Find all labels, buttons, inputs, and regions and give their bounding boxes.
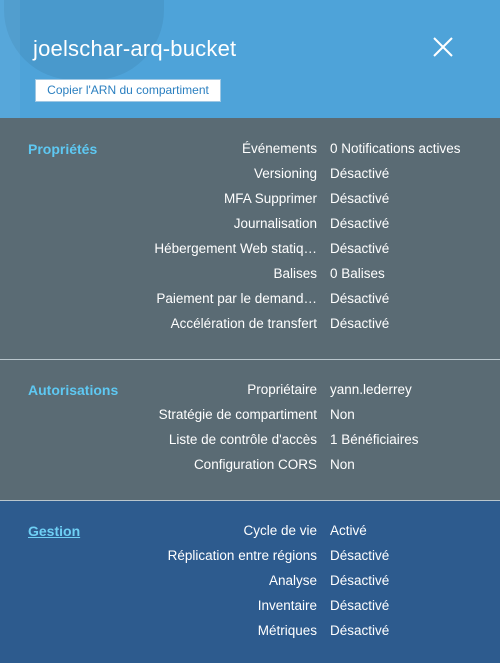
row-value: Désactivé [330, 548, 390, 563]
property-row-versioning[interactable]: Versioning Désactivé [0, 166, 500, 191]
row-label: Paiement par le demand… [156, 291, 317, 306]
property-row-mfa-delete[interactable]: MFA Supprimer Désactivé [0, 191, 500, 216]
row-label: MFA Supprimer [223, 191, 317, 206]
row-label: Cycle de vie [243, 523, 317, 538]
permission-row-acl[interactable]: Liste de contrôle d'accès 1 Bénéficiaire… [0, 432, 500, 457]
permissions-section: Autorisations Propriétaire yann.lederrey… [0, 360, 500, 501]
row-value: Désactivé [330, 241, 390, 256]
row-label: Réplication entre régions [167, 548, 317, 563]
management-row-analytics[interactable]: Analyse Désactivé [0, 573, 500, 598]
property-row-tags[interactable]: Balises 0 Balises [0, 266, 500, 291]
row-label: Analyse [268, 573, 317, 588]
row-value: Désactivé [330, 623, 390, 638]
row-label: Événements [241, 141, 317, 156]
row-value: 0 Balises [330, 266, 385, 281]
row-value: Désactivé [330, 166, 390, 181]
section-divider [0, 500, 500, 501]
row-value: Non [330, 407, 355, 422]
property-row-transfer-acceleration[interactable]: Accélération de transfert Désactivé [0, 316, 500, 341]
row-label: Versioning [253, 166, 317, 181]
management-section: Gestion Cycle de vie Activé Réplication … [0, 501, 500, 663]
property-row-requester-pays[interactable]: Paiement par le demand… Désactivé [0, 291, 500, 316]
property-row-logging[interactable]: Journalisation Désactivé [0, 216, 500, 241]
bucket-title: joelschar-arq-bucket [33, 36, 237, 61]
row-value: Désactivé [330, 573, 390, 588]
row-label: Balises [273, 266, 317, 281]
row-value: Désactivé [330, 316, 390, 331]
row-value: yann.lederrey [330, 382, 412, 397]
row-label: Métriques [257, 623, 317, 638]
row-value: Activé [330, 523, 367, 538]
row-value: 0 Notifications actives [330, 141, 461, 156]
panel-header: joelschar-arq-bucket Copier l'ARN du com… [0, 0, 500, 118]
management-row-inventory[interactable]: Inventaire Désactivé [0, 598, 500, 623]
section-divider [0, 359, 500, 360]
management-row-metrics[interactable]: Métriques Désactivé [0, 623, 500, 648]
row-label: Inventaire [257, 598, 317, 613]
row-label: Propriétaire [247, 382, 317, 397]
management-row-lifecycle[interactable]: Cycle de vie Activé [0, 523, 500, 548]
row-label: Journalisation [233, 216, 317, 231]
row-value: 1 Bénéficiaires [330, 432, 419, 447]
close-icon[interactable] [431, 35, 455, 59]
row-value: Désactivé [330, 598, 390, 613]
row-label: Hébergement Web statiq… [154, 241, 317, 256]
properties-section: Propriétés Événements 0 Notifications ac… [0, 118, 500, 360]
permissions-title: Autorisations [28, 382, 119, 398]
management-title-link[interactable]: Gestion [28, 523, 81, 539]
row-label: Liste de contrôle d'accès [168, 432, 317, 447]
permission-row-bucket-policy[interactable]: Stratégie de compartiment Non [0, 407, 500, 432]
copy-arn-button[interactable]: Copier l'ARN du compartiment [35, 79, 221, 102]
permission-row-cors[interactable]: Configuration CORS Non [0, 457, 500, 482]
row-value: Désactivé [330, 291, 390, 306]
row-label: Accélération de transfert [170, 316, 317, 331]
row-value: Non [330, 457, 355, 472]
property-row-events[interactable]: Événements 0 Notifications actives [0, 141, 500, 166]
row-label: Stratégie de compartiment [158, 407, 317, 422]
header-decoration-edge [0, 0, 20, 118]
row-label: Configuration CORS [193, 457, 317, 472]
management-row-replication[interactable]: Réplication entre régions Désactivé [0, 548, 500, 573]
row-value: Désactivé [330, 191, 390, 206]
row-value: Désactivé [330, 216, 390, 231]
permission-row-owner[interactable]: Propriétaire yann.lederrey [0, 382, 500, 407]
property-row-static-hosting[interactable]: Hébergement Web statiq… Désactivé [0, 241, 500, 266]
properties-title: Propriétés [28, 141, 98, 157]
